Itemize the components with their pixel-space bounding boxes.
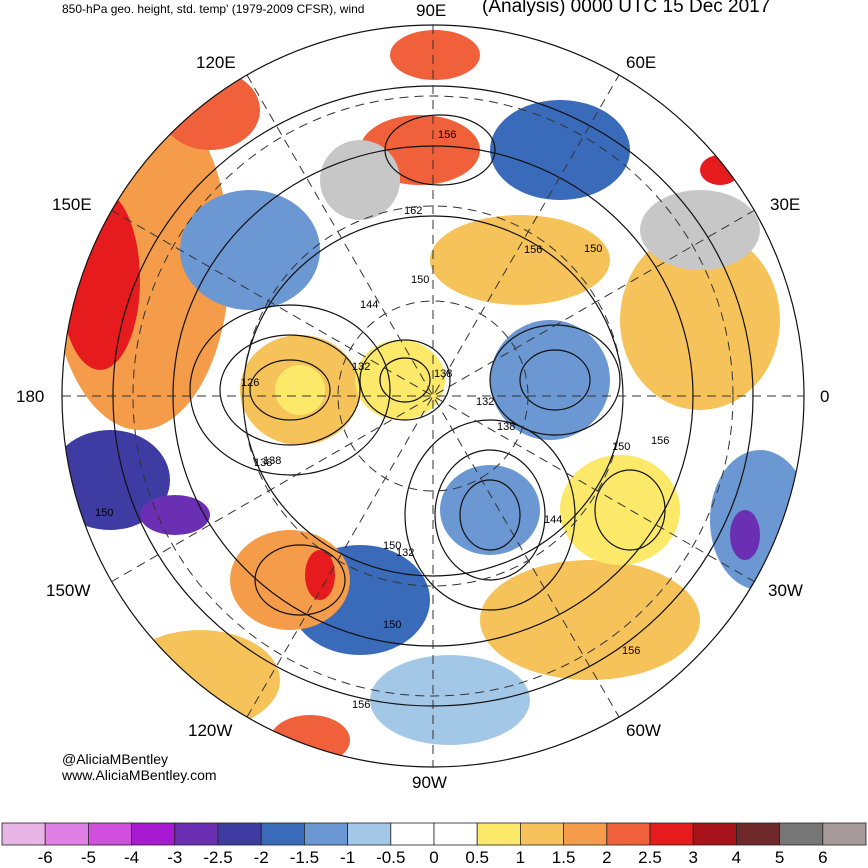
colorbar-tick-label: 2.5	[638, 848, 662, 867]
colorbar-swatch	[1, 822, 46, 846]
contour-value-label: 138	[263, 455, 282, 467]
lon-label-120w: 120W	[188, 721, 233, 740]
lon-label-0: 0	[820, 387, 830, 406]
contour-value-label: 138	[434, 368, 453, 380]
contour-value-label: 156	[622, 645, 641, 657]
colorbar-swatch	[649, 822, 694, 846]
colorbar-swatch	[88, 822, 133, 846]
colorbar-swatch	[692, 822, 737, 846]
colorbar-tick-label: 6	[818, 848, 828, 867]
colorbar-swatch	[347, 822, 392, 846]
colorbar-tick-label: -2	[253, 848, 269, 867]
colorbar-swatch	[131, 822, 176, 846]
contour-value-label: 132	[352, 361, 371, 373]
colorbar-tick-label: -5	[80, 848, 96, 867]
contour-value-label: 162	[404, 205, 423, 217]
contour-value-label: 150	[584, 243, 603, 255]
colorbar-tick-label: 3	[688, 848, 698, 867]
colorbar-swatch	[736, 822, 781, 846]
colorbar-tick-label: 1	[515, 848, 526, 867]
lon-label-60w: 60W	[626, 721, 661, 740]
contour-value-label: 150	[383, 540, 402, 552]
graticule	[62, 25, 804, 767]
credit-website: www.AliciaMBentley.com	[62, 767, 217, 783]
contour-value-label: 144	[360, 299, 379, 311]
colorbar-tick-label: -6	[37, 848, 53, 867]
contour-value-label: 144	[544, 514, 563, 526]
lon-label-30e: 30E	[770, 195, 801, 214]
contour-value-label: 126	[241, 377, 260, 389]
contour-value-label: 150	[612, 441, 631, 453]
colorbar-tick-label: 4	[731, 848, 742, 867]
contour-value-label: 156	[524, 244, 543, 256]
contour-value-label: 132	[396, 547, 415, 559]
colorbar-tick-label: -3	[167, 848, 183, 867]
colorbar-tick-label: 0.5	[465, 848, 490, 867]
colorbar	[1, 822, 867, 846]
contour-value-label: 138	[254, 457, 273, 469]
contour-value-label: 150	[383, 619, 402, 631]
colorbar-swatch	[606, 822, 651, 846]
colorbar-swatch	[476, 822, 521, 846]
colorbar-swatch	[520, 822, 565, 846]
lon-label-60e: 60E	[626, 53, 657, 72]
colorbar-tick-label: -2.5	[203, 848, 233, 867]
colorbar-swatch	[779, 822, 824, 846]
colorbar-tick-label: -1.5	[289, 848, 320, 867]
colorbar-swatch	[174, 822, 219, 846]
contour-value-label: 156	[651, 435, 670, 447]
colorbar-swatch	[390, 822, 435, 846]
lon-label-120e: 120E	[196, 53, 236, 72]
colorbar-swatch	[822, 822, 867, 846]
colorbar-swatch	[44, 822, 89, 846]
lon-label-150e: 150E	[52, 195, 92, 214]
lon-label-180: 180	[16, 387, 45, 406]
contour-value-label: 138	[497, 421, 516, 433]
colorbar-tick-label: 0	[429, 848, 439, 867]
contour-value-label: 156	[352, 699, 371, 711]
credit-handle: @AliciaMBentley	[62, 751, 169, 767]
contour-value-label: 156	[438, 129, 457, 141]
colorbar-swatch	[433, 822, 478, 846]
polar-map	[61, 24, 805, 768]
lon-label-150w: 150W	[46, 581, 91, 600]
valid-time: (Analysis) 0000 UTC 15 Dec 2017	[482, 0, 771, 17]
colorbar-tick-label: -1	[340, 848, 356, 867]
colorbar-tick-label: -4	[124, 848, 140, 867]
colorbar-swatch	[260, 822, 305, 846]
colorbar-swatch	[563, 822, 608, 846]
colorbar-swatch	[217, 822, 262, 846]
field-title: 850-hPa geo. height, std. temp' (1979-20…	[62, 2, 365, 16]
lon-label-90e: 90E	[416, 1, 447, 20]
colorbar-tick-label: -0.5	[376, 848, 406, 867]
colorbar-tick-label: 5	[774, 848, 785, 867]
colorbar-tick-label: 2	[602, 848, 612, 867]
colorbar-tick-label: 1.5	[551, 848, 576, 867]
lon-label-90w: 90W	[412, 773, 447, 792]
contour-value-label: 150	[411, 274, 430, 286]
lon-label-30w: 30W	[768, 581, 803, 600]
contour-value-label: 150	[95, 507, 114, 519]
contour-value-label: 132	[476, 396, 495, 408]
colorbar-swatch	[303, 822, 348, 846]
